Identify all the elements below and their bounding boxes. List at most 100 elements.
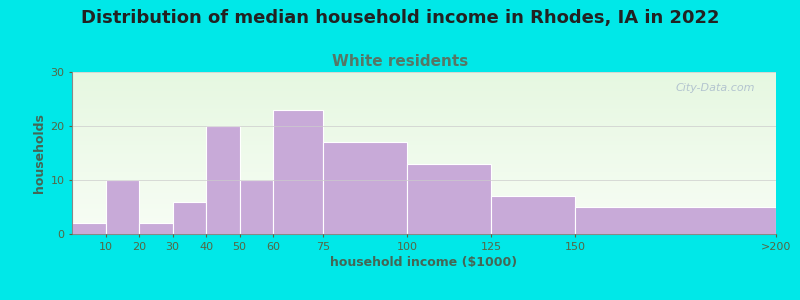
Bar (72, 115, 776, 116)
Bar (72, 155, 776, 156)
Bar (72, 144, 776, 145)
Bar (72, 212, 776, 213)
Bar (72, 113, 776, 114)
Bar (72, 75, 776, 76)
Bar (72, 127, 776, 128)
Bar (72, 124, 776, 125)
Bar (72, 152, 776, 153)
Bar (273, 110, 323, 234)
Text: City-Data.com: City-Data.com (675, 83, 755, 93)
Bar (72, 216, 776, 217)
Bar (72, 130, 776, 131)
Bar (72, 96, 776, 97)
Bar (72, 171, 776, 172)
Bar (72, 117, 776, 118)
Bar (72, 167, 776, 168)
Bar (72, 86, 776, 87)
Bar (72, 226, 776, 227)
Bar (72, 207, 776, 208)
Bar (72, 78, 776, 79)
Bar (72, 118, 776, 119)
Bar (72, 192, 776, 193)
Bar (72, 219, 776, 220)
Bar (72, 112, 776, 113)
Y-axis label: households: households (33, 113, 46, 193)
Bar (72, 142, 776, 143)
Bar (72, 132, 776, 133)
Bar (72, 168, 776, 169)
Bar (72, 195, 776, 196)
Bar (72, 165, 776, 166)
Bar (72, 184, 776, 185)
Bar (72, 218, 776, 219)
Bar (575, 207, 776, 234)
Bar (72, 213, 776, 214)
Bar (72, 183, 776, 184)
Bar (72, 116, 776, 117)
Bar (72, 209, 776, 210)
Bar (72, 119, 776, 120)
Bar (72, 151, 776, 152)
Bar (106, 180, 139, 234)
Bar (72, 162, 776, 163)
Bar (72, 93, 776, 94)
Bar (72, 159, 776, 160)
Bar (72, 172, 776, 173)
Bar (72, 147, 776, 148)
Bar (72, 72, 776, 73)
Bar (72, 153, 776, 154)
Bar (72, 149, 776, 150)
Bar (72, 82, 776, 83)
Bar (72, 179, 776, 180)
Bar (72, 206, 776, 207)
Bar (72, 230, 776, 231)
Bar (72, 121, 776, 122)
Bar (491, 196, 575, 234)
Bar (72, 180, 776, 181)
Bar (173, 202, 206, 234)
Bar (72, 83, 776, 84)
Bar (72, 135, 776, 136)
Bar (72, 181, 776, 182)
Bar (72, 79, 776, 80)
Bar (72, 170, 776, 171)
Bar (323, 142, 407, 234)
Bar (72, 222, 776, 223)
Bar (72, 161, 776, 162)
Bar (72, 82, 776, 83)
Bar (72, 227, 776, 228)
Bar (72, 190, 776, 191)
Bar (72, 220, 776, 221)
Bar (72, 98, 776, 99)
Bar (72, 87, 776, 88)
Bar (72, 160, 776, 161)
Bar (72, 120, 776, 121)
Bar (72, 111, 776, 112)
Bar (72, 208, 776, 209)
Bar (72, 128, 776, 129)
Bar (72, 76, 776, 77)
Bar (72, 177, 776, 178)
Bar (72, 109, 776, 110)
Bar (72, 77, 776, 78)
Bar (72, 225, 776, 226)
Bar (72, 108, 776, 109)
Bar (72, 143, 776, 144)
Bar (72, 189, 776, 190)
Bar (72, 200, 776, 201)
Bar (72, 194, 776, 195)
Bar (72, 196, 776, 197)
Bar (72, 123, 776, 124)
Bar (72, 129, 776, 130)
Bar (72, 231, 776, 232)
Bar (72, 150, 776, 151)
Bar (72, 137, 776, 138)
Bar (72, 175, 776, 176)
Bar (72, 122, 776, 123)
Bar (72, 94, 776, 95)
Bar (240, 180, 273, 234)
Bar (72, 232, 776, 233)
Bar (72, 125, 776, 126)
Bar (72, 99, 776, 100)
Bar (72, 138, 776, 139)
